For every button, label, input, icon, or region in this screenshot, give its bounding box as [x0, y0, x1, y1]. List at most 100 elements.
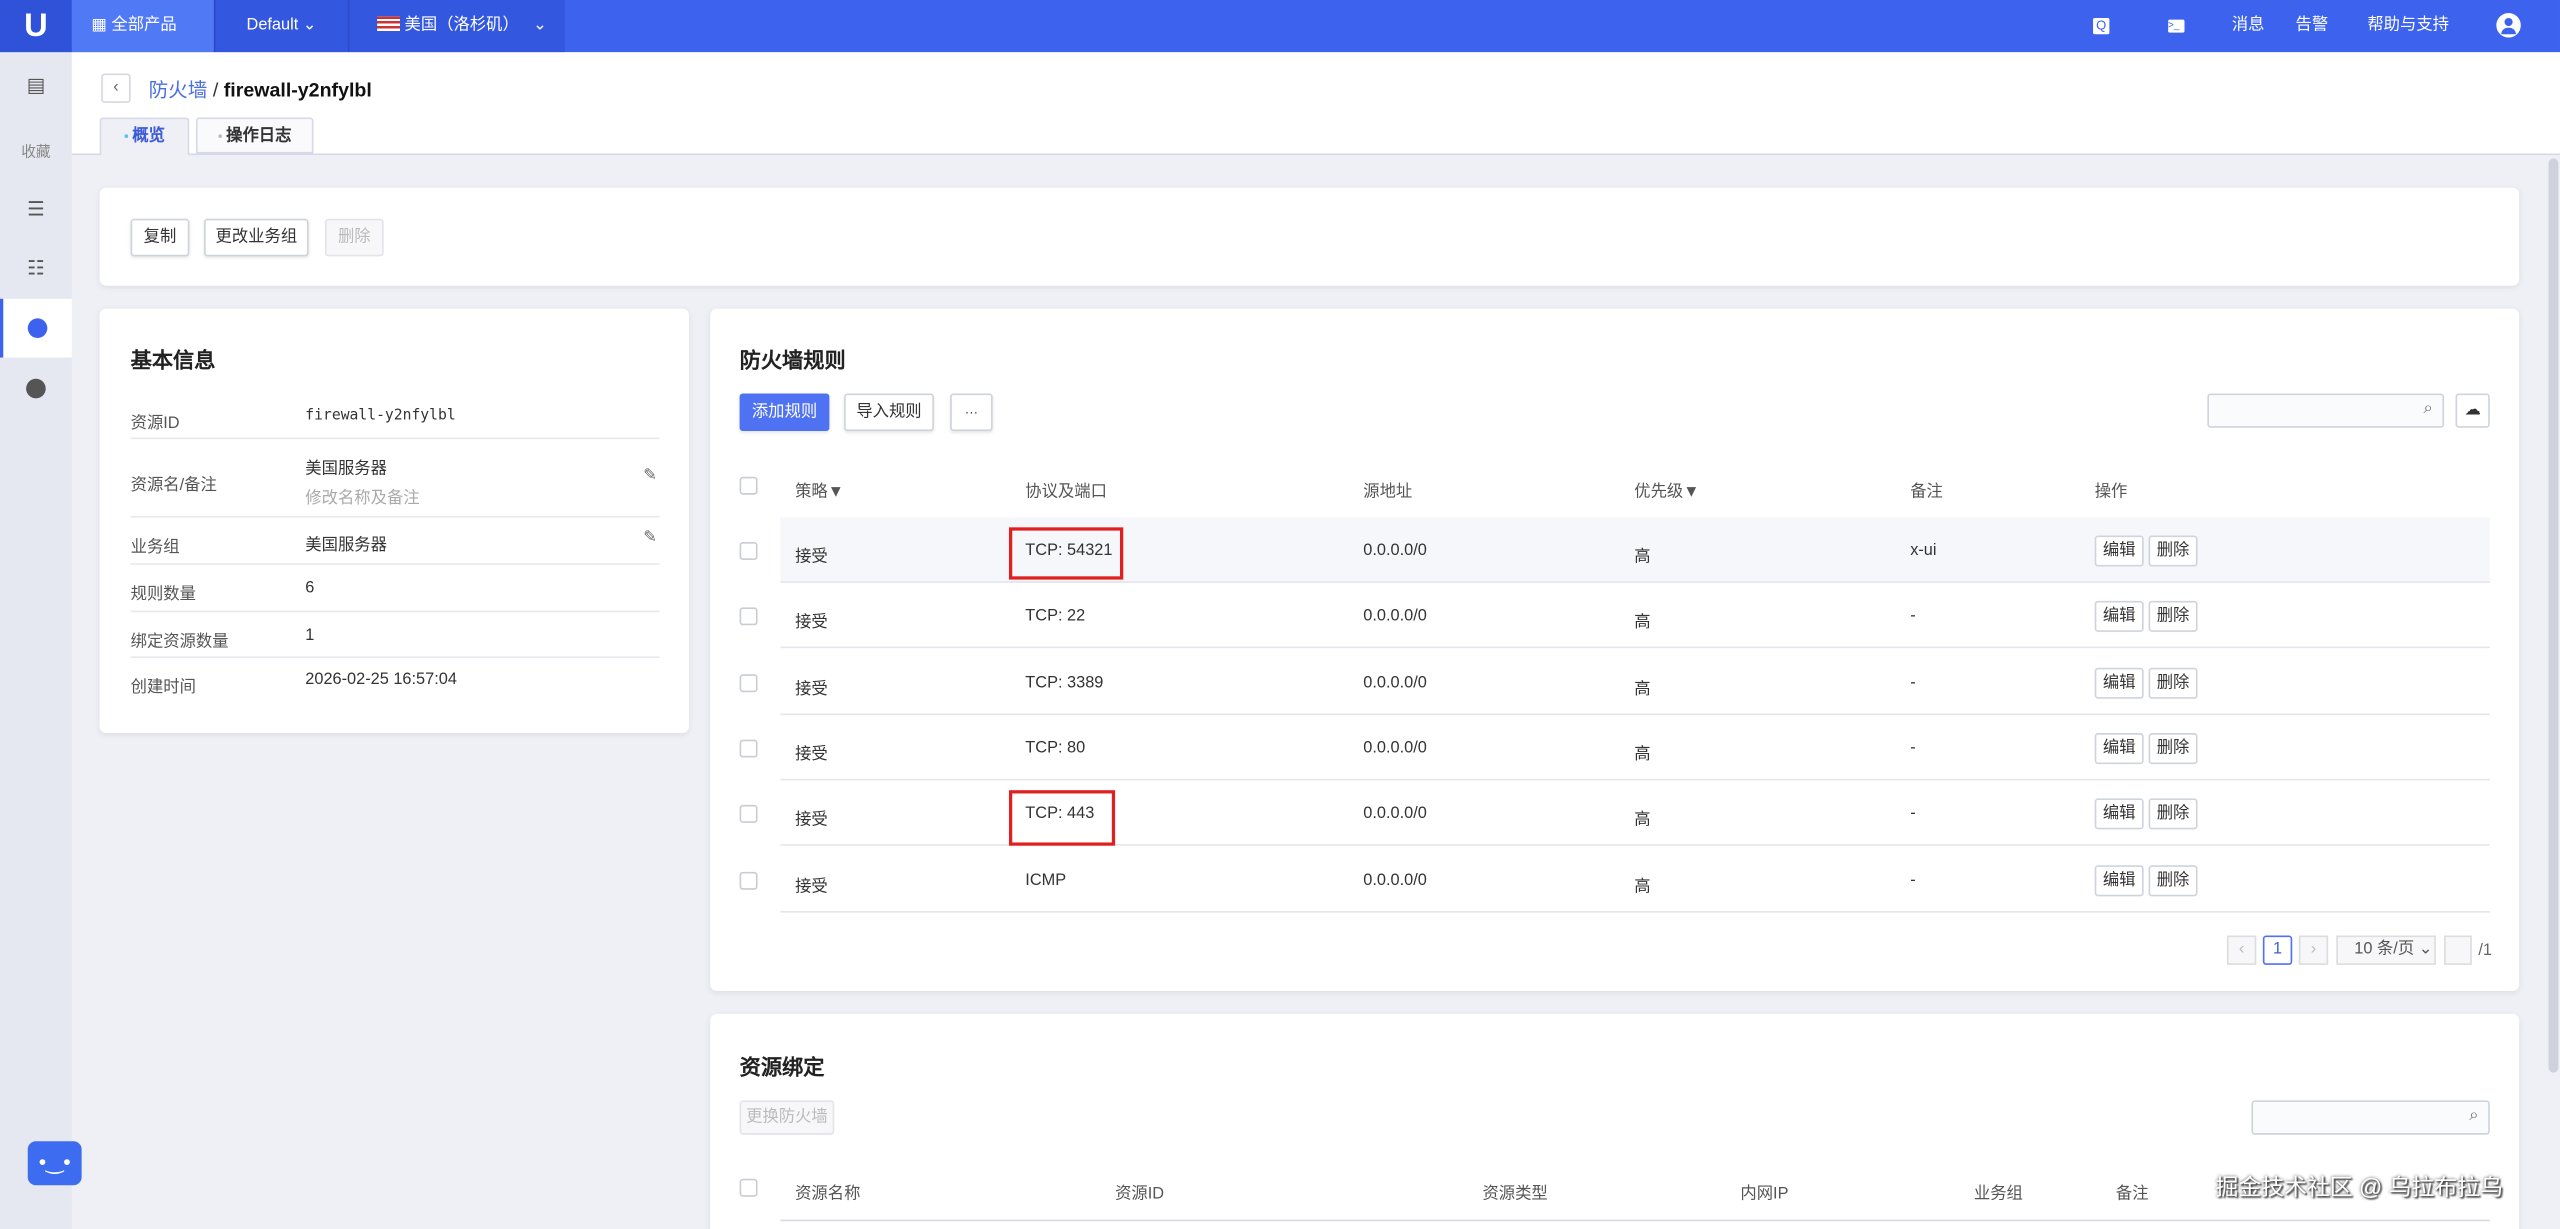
cell-src: 0.0.0.0/0 — [1363, 542, 1427, 560]
change-firewall-button[interactable]: 更换防火墙 — [739, 1100, 835, 1135]
cell-proto: ICMP — [1025, 871, 1067, 889]
monitor-icon[interactable]: ▤ — [26, 73, 46, 97]
sidebar-item-firewall[interactable] — [0, 298, 72, 358]
add-rule-button[interactable]: 添加规则 — [739, 393, 830, 432]
delete-rule-button[interactable]: 删除 — [2148, 732, 2198, 764]
page-1-button[interactable]: 1 — [2262, 935, 2293, 965]
page-size-select[interactable]: 10 条/页 ⌄ — [2336, 935, 2436, 965]
row-checkbox[interactable] — [739, 673, 758, 692]
cell-src: 0.0.0.0/0 — [1363, 871, 1427, 889]
rules-title: 防火墙规则 — [739, 347, 846, 373]
value-group: 美国服务器 — [305, 537, 387, 556]
storage-icon[interactable]: ☷ — [27, 256, 45, 280]
delete-rule-button[interactable]: 删除 — [2148, 601, 2198, 633]
value-created: 2026-02-25 16:57:04 — [305, 671, 457, 689]
avatar[interactable] — [2496, 13, 2521, 38]
all-products-menu[interactable]: ▦ 全部产品 — [71, 0, 214, 53]
delete-rule-button[interactable]: 删除 — [2148, 864, 2198, 896]
cell-src: 0.0.0.0/0 — [1363, 673, 1427, 692]
breadcrumb-firewall[interactable]: 防火墙 — [148, 78, 208, 102]
binding-title: 资源绑定 — [739, 1054, 825, 1080]
network-icon[interactable] — [26, 378, 46, 399]
row-checkbox[interactable] — [739, 607, 758, 626]
cell-proto: TCP: 3389 — [1025, 673, 1104, 692]
cell-priority: 高 — [1634, 614, 1651, 633]
value-resource-id: firewall-y2nfylbl — [305, 408, 456, 425]
change-group-button[interactable]: 更改业务组 — [204, 218, 309, 257]
chevron-down-icon: ⌄ — [302, 16, 317, 35]
edit-icon[interactable]: ✎ — [643, 528, 657, 547]
value-resource-name: 美国服务器 — [305, 460, 387, 479]
cell-policy: 接受 — [795, 811, 828, 830]
edit-button[interactable]: 编辑 — [2094, 535, 2144, 567]
cell-policy: 接受 — [795, 877, 828, 896]
cell-note: x-ui — [1910, 542, 1937, 560]
help-link[interactable]: 帮助与支持 — [2367, 16, 2449, 35]
messages-link[interactable]: 消息 — [2231, 16, 2265, 35]
basic-info-title: 基本信息 — [130, 347, 216, 373]
edit-button[interactable]: 编辑 — [2094, 732, 2144, 764]
cell-note: - — [1910, 871, 1916, 889]
chat-support-icon[interactable]: •‿• — [27, 1141, 82, 1186]
row-checkbox[interactable] — [739, 542, 758, 560]
edit-icon[interactable]: ✎ — [643, 466, 657, 485]
delete-rule-button[interactable]: 删除 — [2148, 798, 2198, 830]
cell-proto: TCP: 54321 — [1025, 542, 1113, 560]
project-selector[interactable]: Default ⌄ — [213, 0, 348, 53]
select-all-checkbox[interactable] — [739, 1178, 758, 1197]
column-header: 策略▼ — [795, 483, 844, 502]
table-row — [780, 781, 2490, 847]
sidebar: ▤ 收藏 ☰ ☷ •‿• — [0, 52, 82, 1229]
terminal-icon[interactable]: >_ — [2168, 19, 2185, 33]
more-button[interactable]: ··· — [950, 393, 993, 432]
label-resource-id: 资源ID — [130, 414, 180, 433]
edit-button[interactable]: 编辑 — [2094, 798, 2144, 830]
grid-icon: ▦ — [91, 16, 112, 35]
search-icon[interactable]: Q — [2093, 17, 2110, 35]
back-button[interactable]: ‹ — [101, 73, 131, 103]
total-pages: /1 — [2478, 942, 2492, 960]
server-list-icon[interactable]: ☰ — [27, 197, 45, 221]
copy-button[interactable]: 复制 — [130, 218, 190, 257]
binding-search-input[interactable]: ⌕ — [2251, 1100, 2490, 1135]
download-cloud-button[interactable]: ☁ — [2455, 393, 2490, 428]
binding-column-header: 资源类型 — [1482, 1185, 1548, 1204]
delete-button[interactable]: 删除 — [324, 218, 384, 257]
import-rule-button[interactable]: 导入规则 — [844, 393, 934, 432]
prev-page-button[interactable]: ‹ — [2226, 935, 2257, 965]
cell-note: - — [1910, 805, 1916, 824]
cell-priority: 高 — [1634, 680, 1651, 699]
alerts-link[interactable]: 告警 — [2295, 16, 2329, 35]
filter-icon[interactable]: ▼ — [1683, 483, 1700, 502]
select-all-checkbox[interactable] — [739, 476, 758, 495]
column-header: 操作 — [2094, 483, 2128, 502]
tab-overview[interactable]: • 概览 — [99, 117, 190, 156]
region-selector[interactable]: 美国（洛杉矶） ⌄ — [347, 0, 565, 53]
label-bound-count: 绑定资源数量 — [130, 633, 229, 652]
edit-button[interactable]: 编辑 — [2094, 864, 2144, 896]
edit-button[interactable]: 编辑 — [2094, 601, 2144, 633]
delete-rule-button[interactable]: 删除 — [2148, 535, 2198, 567]
row-checkbox[interactable] — [739, 805, 758, 824]
label-group: 业务组 — [130, 538, 180, 557]
delete-rule-button[interactable]: 删除 — [2148, 667, 2198, 699]
tab-operation-log[interactable]: • 操作日志 — [195, 117, 314, 154]
row-checkbox[interactable] — [739, 871, 758, 889]
column-header: 优先级▼ — [1634, 483, 1700, 502]
next-page-button[interactable]: › — [2298, 935, 2329, 965]
search-icon: ⌕ — [2423, 399, 2433, 418]
row-checkbox[interactable] — [739, 739, 758, 758]
column-header: 协议及端口 — [1025, 483, 1107, 502]
page-jump-input[interactable] — [2444, 935, 2472, 965]
filter-icon[interactable]: ▼ — [827, 483, 844, 502]
cell-priority: 高 — [1634, 745, 1651, 764]
cell-src: 0.0.0.0/0 — [1363, 607, 1427, 626]
scrollbar[interactable] — [2548, 158, 2559, 1073]
rules-search-input[interactable]: ⌕ — [2207, 393, 2445, 428]
logo[interactable]: U — [0, 0, 72, 53]
watermark: 掘金技术社区 @ 乌拉布拉乌 — [2215, 1173, 2503, 1200]
edit-button[interactable]: 编辑 — [2094, 667, 2144, 699]
us-flag-icon — [377, 16, 400, 32]
favorites-label[interactable]: 收藏 — [21, 143, 51, 160]
label-created: 创建时间 — [130, 679, 196, 698]
